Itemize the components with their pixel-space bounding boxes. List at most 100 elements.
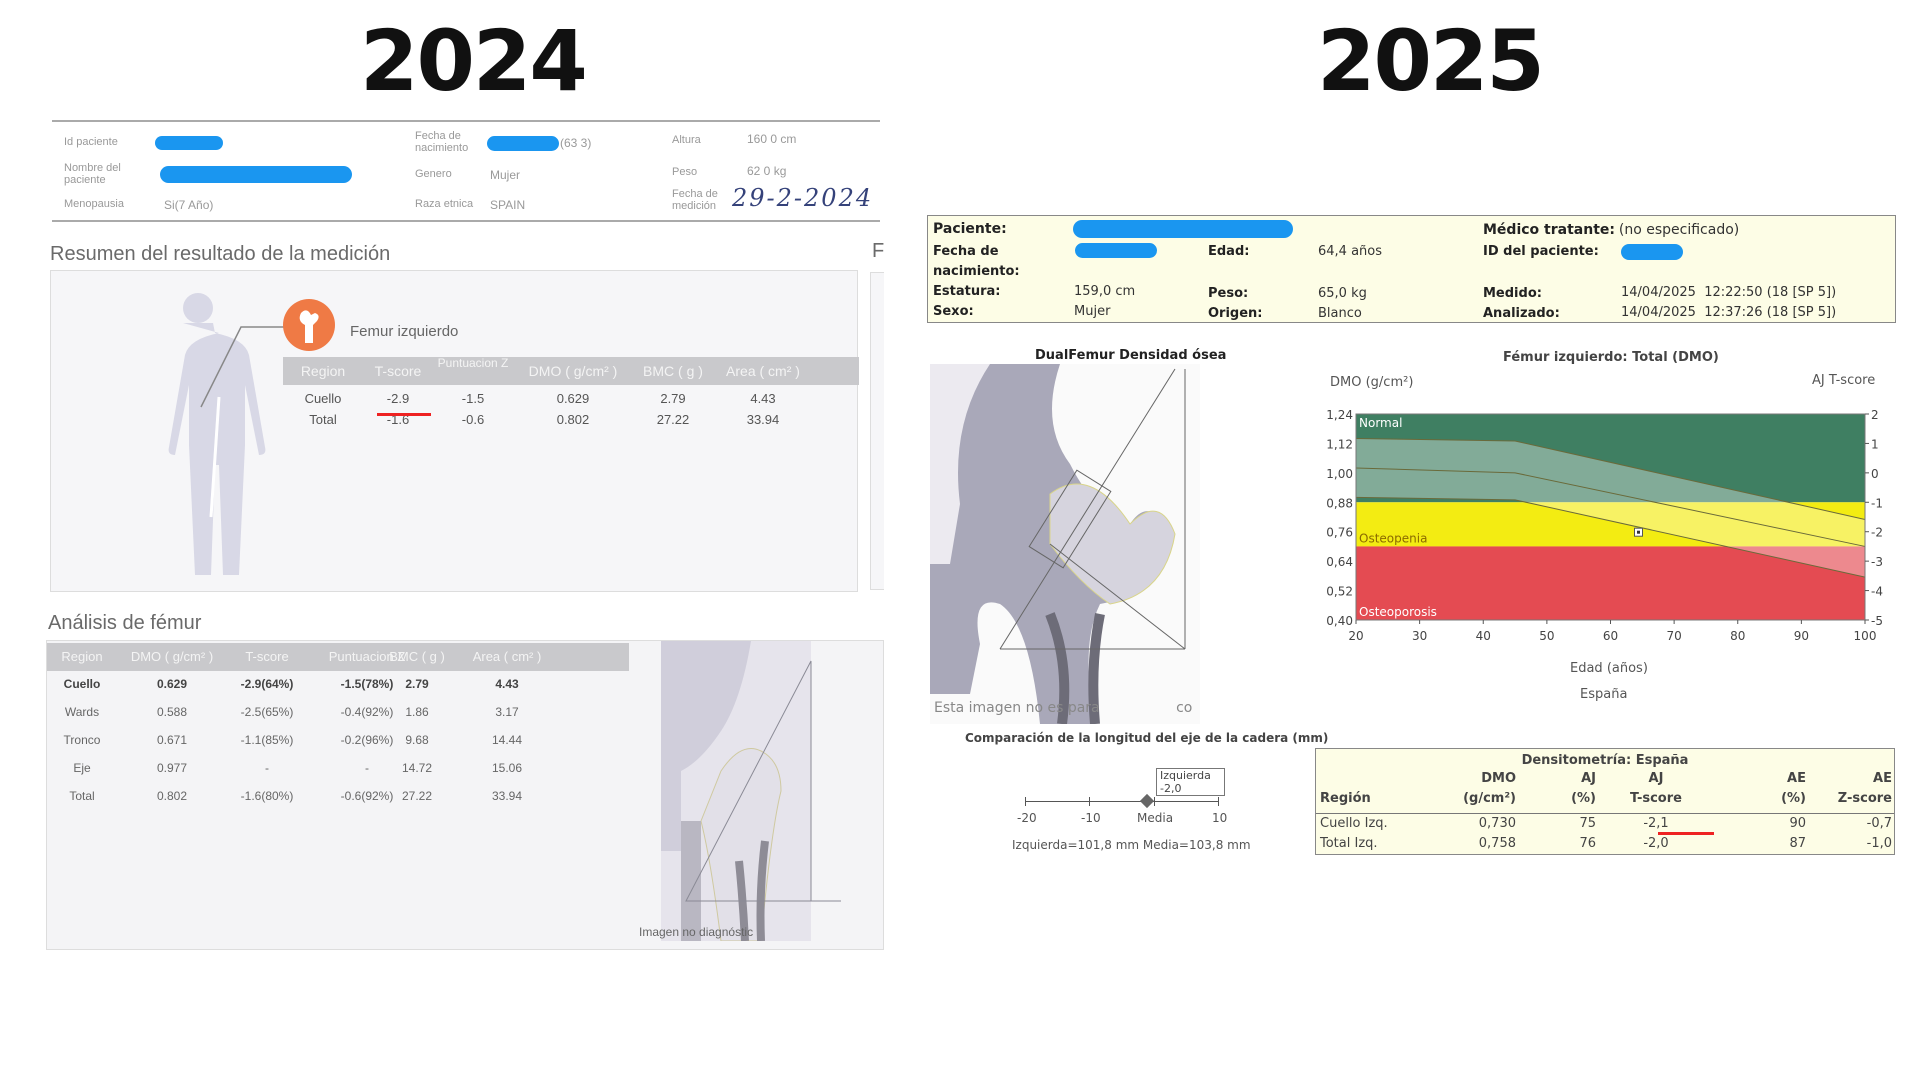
analysis-cell: 27.22 xyxy=(401,789,433,803)
menopause-value: Si(7 Año) xyxy=(164,198,214,212)
bmd-chart: Normal Osteopenia Osteoporosis 1,24 1,12 1,00… xyxy=(1326,408,1883,640)
tick-label: -10 xyxy=(1081,811,1101,825)
table-col-header: (%) xyxy=(1571,791,1596,806)
ethnicity-value: SPAIN xyxy=(490,198,526,212)
tick xyxy=(1089,797,1090,806)
patient-id-label: ID del paciente: xyxy=(1483,244,1599,259)
hip-axis-marker-icon xyxy=(1139,793,1155,809)
y-tick-label: 1,24 xyxy=(1326,408,1353,422)
patient-header-2024: Id paciente Nombre del paciente Menopaus… xyxy=(52,120,880,222)
analysis-cell: 1.86 xyxy=(405,705,429,719)
analysis-cell: Cuello xyxy=(63,677,101,691)
origin-value: Blanco xyxy=(1318,306,1362,321)
summary-title: Resumen del resultado de la medición xyxy=(50,243,391,265)
analysis-cell: -0.6(92%) xyxy=(340,789,394,803)
densitometry-table-title: Densitometría: España xyxy=(1521,753,1689,768)
table-col-header: T-score xyxy=(1630,791,1682,806)
analysis-cell: -0.4(92%) xyxy=(340,705,394,719)
analysis-cell: 0.588 xyxy=(156,705,188,719)
ethnicity-label: Raza etnica xyxy=(415,198,474,210)
doctor-label: Médico tratante: xyxy=(1483,222,1615,238)
analysis-cell: - xyxy=(365,761,369,775)
summary-cell: 0.629 xyxy=(556,391,590,406)
x-tick-label: 50 xyxy=(1539,629,1554,640)
height-label: Altura xyxy=(672,134,701,146)
reference-range-area xyxy=(1356,438,1865,578)
femur-icon xyxy=(283,299,335,351)
age-value: 64,4 años xyxy=(1318,244,1383,259)
x-tick-label: 20 xyxy=(1348,629,1363,640)
measured-label: Medido: xyxy=(1483,286,1542,301)
image-caption-2024: Imagen no diagnóstic xyxy=(639,925,754,939)
table-cell: Total Izq. xyxy=(1320,836,1378,851)
analysis-cell: 0.629 xyxy=(156,677,188,691)
analysis-cell: 0.802 xyxy=(156,789,188,803)
redacted-name xyxy=(160,166,352,183)
table-cell: Cuello Izq. xyxy=(1320,816,1388,831)
table-cell: 90 xyxy=(1789,816,1806,831)
col-region: Region xyxy=(300,363,346,379)
adjacent-panel xyxy=(870,272,884,590)
height-value-2025: 159,0 cm xyxy=(1074,284,1136,299)
redacted-id xyxy=(155,136,223,150)
col-bmc: BMC ( g ) xyxy=(643,363,703,379)
femur-scan-image-2025 xyxy=(930,364,1200,724)
reference-line-plus_1sd xyxy=(1355,438,1866,520)
y2-tick-label: 0 xyxy=(1871,467,1879,481)
table-cell: -2,0 xyxy=(1643,836,1669,851)
redacted-patient-name xyxy=(1073,220,1293,238)
table-cell: 76 xyxy=(1579,836,1596,851)
analysis-cell: 3.17 xyxy=(495,705,519,719)
densitometry-table: Densitometría: España Región DMO (g/cm²) AJ… xyxy=(1315,748,1895,855)
col-dmo: DMO ( g/cm² ) xyxy=(528,363,618,379)
y2-tick-label: -2 xyxy=(1871,526,1883,540)
analysis-col-header: BMC ( g ) xyxy=(389,649,445,664)
x-tick-label: 60 xyxy=(1603,629,1618,640)
reference-line-minus_1sd xyxy=(1355,496,1866,578)
y2-tick-label: -3 xyxy=(1871,555,1883,569)
table-col-header: Z-score xyxy=(1837,791,1892,806)
x-tick-label: 40 xyxy=(1476,629,1491,640)
weight-label: Peso xyxy=(672,166,698,178)
sex-value: Mujer xyxy=(1074,304,1111,319)
table-cell: -2,1 xyxy=(1643,816,1669,831)
measured-value: 14/04/2025 12:22:50 (18 [SP 5]) xyxy=(1621,285,1837,300)
tick-label: Media xyxy=(1137,811,1174,825)
analysis-cell: -1.6(80%) xyxy=(240,789,294,803)
doctor-value: (no especificado) xyxy=(1618,222,1740,238)
analysis-cell: - xyxy=(265,761,269,775)
analysis-col-header: Puntuacion Z xyxy=(328,649,406,664)
summary-cell: -1.5 xyxy=(461,391,485,406)
table-cell: 0,758 xyxy=(1478,836,1516,851)
band-osteopenia xyxy=(1356,502,1865,547)
table-cell: 0,730 xyxy=(1478,816,1516,831)
analyzed-value: 14/04/2025 12:37:26 (18 [SP 5]) xyxy=(1621,305,1837,320)
summary-cell: 0.802 xyxy=(556,412,590,427)
analysis-col-header: T-score xyxy=(245,649,289,664)
next-panel-letter: F xyxy=(872,240,885,262)
summary-cell: Total xyxy=(309,412,337,427)
y-tick-label: 0,76 xyxy=(1326,526,1353,540)
analysis-col-header: DMO ( g/cm² ) xyxy=(130,649,214,664)
gender-label: Genero xyxy=(415,168,452,180)
analysis-table-header: Region DMO ( g/cm² ) T-score Puntuacion Z BM… xyxy=(47,643,629,671)
dob-age: (63 3) xyxy=(560,136,592,150)
chart-ylabel: DMO (g/cm²) xyxy=(1330,375,1414,390)
height-label-2025: Estatura: xyxy=(933,284,1001,299)
sex-label: Sexo: xyxy=(933,304,974,319)
chart-title: Fémur izquierdo: Total (DMO) xyxy=(1503,350,1719,365)
y-tick-label: 0,52 xyxy=(1326,585,1353,599)
hip-axis-marker-label: Izquierda -2,0 xyxy=(1156,768,1225,796)
y-tick-label: 1,12 xyxy=(1326,437,1353,451)
y2-tick-label: -4 xyxy=(1871,585,1883,599)
analysis-cell: -2.5(65%) xyxy=(240,705,294,719)
analysis-cell: Tronco xyxy=(63,733,101,747)
table-col-header: AE xyxy=(1787,771,1806,786)
y-tick-label: 1,00 xyxy=(1326,467,1353,481)
col-tscore: T-score xyxy=(374,363,422,379)
table-cell: -0,7 xyxy=(1866,816,1892,831)
x-tick-label: 100 xyxy=(1854,629,1877,640)
band-label: Normal xyxy=(1359,416,1402,430)
band-label: Osteoporosis xyxy=(1359,605,1437,619)
scan-title: DualFemur Densidad ósea xyxy=(1035,348,1227,363)
